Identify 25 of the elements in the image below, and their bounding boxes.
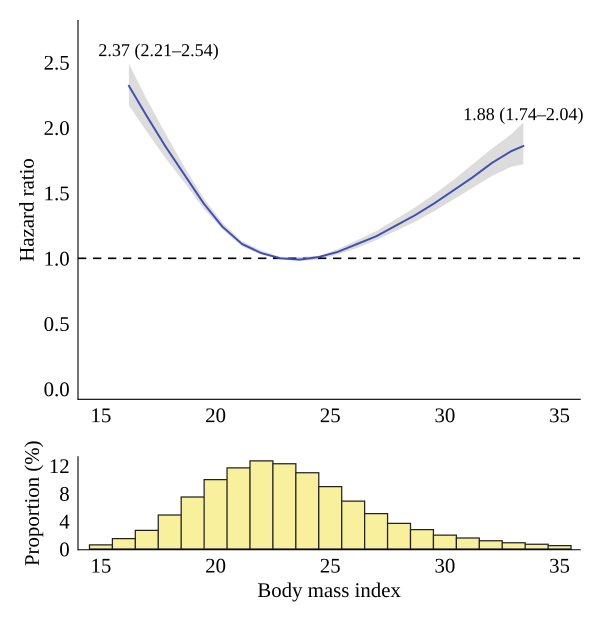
x-tick-label: 35 xyxy=(550,558,570,573)
x-tick-label: 25 xyxy=(320,558,340,573)
y-tick-label: 4 xyxy=(60,514,70,529)
y-axis-title: Proportion (%) xyxy=(24,441,44,566)
x-tick-label: 25 xyxy=(320,408,340,422)
y-tick-label: 0.5 xyxy=(44,316,69,332)
x-axis-title: Body mass index xyxy=(258,582,401,602)
x-tick-label: 20 xyxy=(206,408,226,422)
y-tick-label: 0 xyxy=(60,542,69,556)
y-axis-title: Hazard ratio xyxy=(19,159,34,262)
annotation: 2.37 (2.21–2.54) xyxy=(99,44,218,60)
y-tick-label: 1.5 xyxy=(45,186,69,201)
y-tick-label: 0.0 xyxy=(44,382,69,396)
x-tick-label: 30 xyxy=(435,408,455,422)
x-tick-label: 30 xyxy=(435,558,455,573)
annotation: 1.88 (1.74–2.04) xyxy=(464,108,583,124)
y-tick-label: 2.5 xyxy=(44,56,69,70)
x-tick-label: 35 xyxy=(550,408,570,422)
x-tick-label: 20 xyxy=(206,558,226,573)
y-tick-label: 12 xyxy=(50,459,69,474)
y-tick-label: 1.0 xyxy=(45,252,69,266)
x-tick-label: 15 xyxy=(92,558,111,573)
y-tick-label: 2.0 xyxy=(44,121,69,136)
x-tick-label: 15 xyxy=(92,408,111,422)
y-tick-label: 8 xyxy=(60,486,69,501)
